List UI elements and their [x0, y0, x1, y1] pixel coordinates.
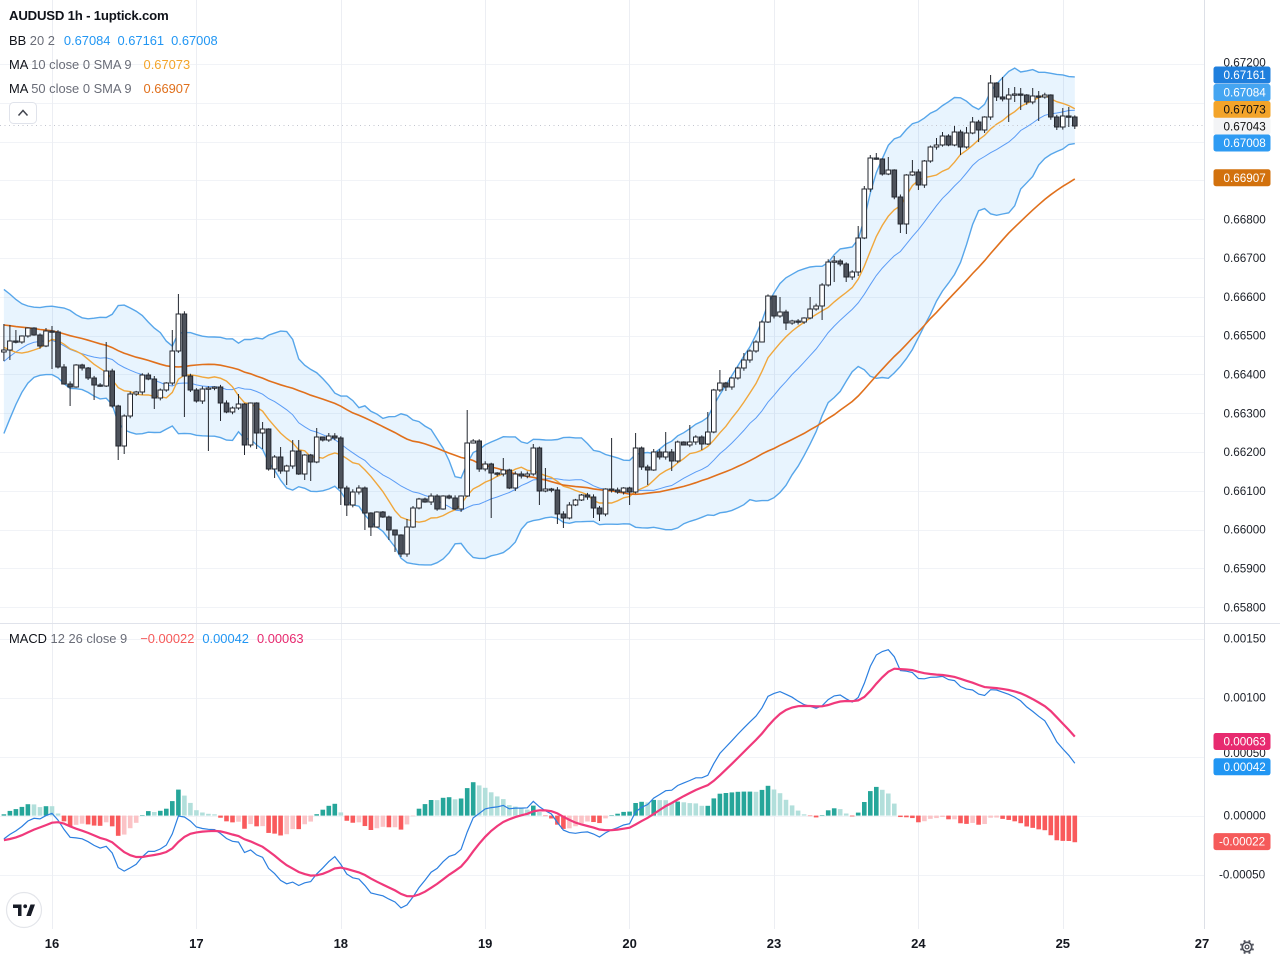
svg-text:0.66907: 0.66907: [1224, 172, 1266, 185]
svg-text:0.00063: 0.00063: [1224, 736, 1266, 749]
svg-text:0.00150: 0.00150: [1224, 633, 1267, 646]
svg-text:20: 20: [622, 936, 636, 951]
svg-text:0.00042: 0.00042: [1224, 761, 1266, 774]
svg-text:0.67008: 0.67008: [1224, 137, 1266, 150]
svg-text:-0.00022: -0.00022: [1219, 836, 1265, 849]
svg-text:19: 19: [478, 936, 492, 951]
svg-text:0.66700: 0.66700: [1224, 252, 1267, 265]
svg-text:0.65900: 0.65900: [1224, 563, 1267, 576]
svg-text:0.66300: 0.66300: [1224, 407, 1267, 420]
svg-text:0.67073: 0.67073: [1224, 104, 1266, 117]
svg-text:-0.00050: -0.00050: [1219, 869, 1266, 882]
svg-text:0.66200: 0.66200: [1224, 446, 1267, 459]
svg-text:MA 10 close 0 SMA 90.67073: MA 10 close 0 SMA 9 0.67073: [9, 57, 190, 72]
svg-text:AUDUSD 1h - 1uptick.com: AUDUSD 1h - 1uptick.com: [9, 8, 169, 23]
svg-text:0.67043: 0.67043: [1224, 120, 1266, 133]
svg-text:24: 24: [911, 936, 926, 951]
svg-text:0.66600: 0.66600: [1224, 291, 1267, 304]
svg-text:16: 16: [45, 936, 59, 951]
svg-text:23: 23: [767, 936, 781, 951]
svg-text:0.66400: 0.66400: [1224, 369, 1267, 382]
svg-text:0.65800: 0.65800: [1224, 601, 1267, 614]
svg-text:17: 17: [189, 936, 203, 951]
svg-text:0.66500: 0.66500: [1224, 330, 1267, 343]
svg-text:0.00000: 0.00000: [1224, 810, 1267, 823]
svg-text:0.00100: 0.00100: [1224, 692, 1267, 705]
svg-text:25: 25: [1056, 936, 1070, 951]
svg-text:0.67200: 0.67200: [1224, 57, 1267, 70]
svg-text:0.00050: 0.00050: [1224, 747, 1267, 760]
svg-text:0.66800: 0.66800: [1224, 213, 1267, 226]
svg-text:0.67161: 0.67161: [1224, 69, 1266, 82]
svg-text:0.67084: 0.67084: [1224, 87, 1267, 100]
svg-text:MA 50 close 0 SMA 90.66907: MA 50 close 0 SMA 9 0.66907: [9, 81, 190, 96]
svg-text:18: 18: [334, 936, 348, 951]
svg-text:0.66000: 0.66000: [1224, 524, 1267, 537]
svg-text:0.66100: 0.66100: [1224, 485, 1267, 498]
svg-text:27: 27: [1195, 936, 1209, 951]
